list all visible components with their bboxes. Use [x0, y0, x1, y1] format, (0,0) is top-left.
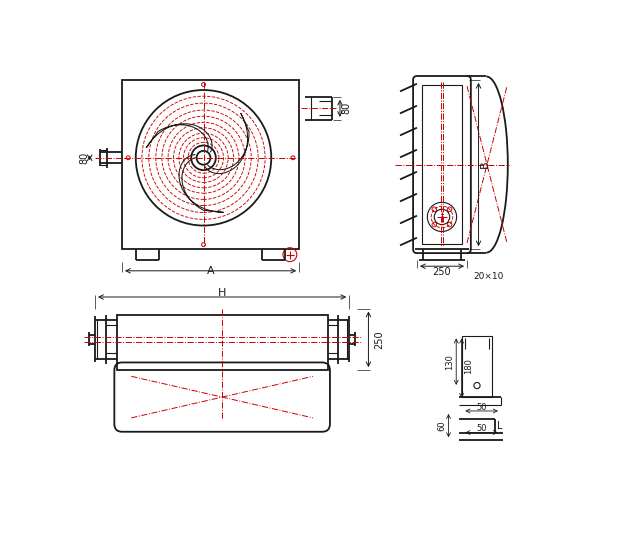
Text: 180: 180: [464, 359, 473, 374]
Text: 60: 60: [438, 420, 447, 431]
Text: L: L: [497, 421, 502, 431]
Text: 130: 130: [445, 354, 454, 370]
Text: 250: 250: [374, 330, 384, 349]
Text: H: H: [218, 288, 226, 298]
Text: 250: 250: [432, 267, 451, 277]
Text: 80: 80: [79, 152, 89, 164]
Text: 20×10: 20×10: [473, 272, 504, 282]
Bar: [117, 315, 328, 370]
Text: 50: 50: [476, 403, 487, 411]
Bar: [462, 336, 492, 397]
Bar: [122, 80, 299, 249]
Text: 80: 80: [341, 102, 351, 114]
Text: 50: 50: [476, 424, 487, 433]
Bar: [422, 85, 462, 244]
Text: B: B: [480, 161, 490, 168]
Text: A: A: [207, 266, 214, 276]
